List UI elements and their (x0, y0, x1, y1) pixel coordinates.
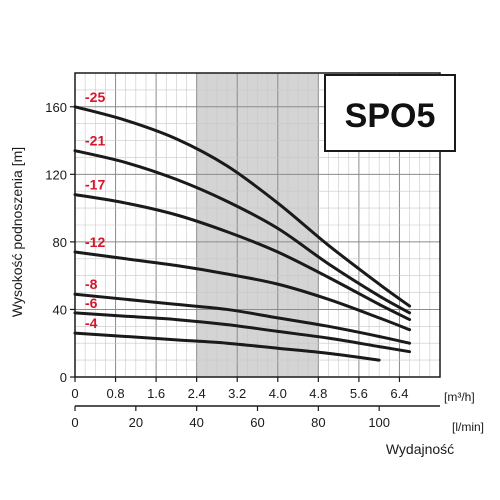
curve-label-minus-4: -4 (85, 315, 98, 331)
curve-label-minus-12: -12 (85, 234, 105, 250)
y-tick-label: 40 (53, 302, 67, 317)
y-tick-label: 120 (45, 167, 67, 182)
curve-label-minus-6: -6 (85, 295, 98, 311)
x-tick-label-primary: 5.6 (350, 386, 368, 401)
plot-frame (74, 72, 441, 378)
x-tick-label-secondary: 40 (189, 415, 203, 430)
x-tick-label-primary: 0.8 (107, 386, 125, 401)
x-unit-secondary: [l/min] (452, 420, 484, 434)
x-tick-label-primary: 4.8 (309, 386, 327, 401)
x-tick-label-secondary: 60 (250, 415, 264, 430)
x-tick-label-secondary: 0 (71, 415, 78, 430)
model-box: SPO5 (324, 74, 456, 152)
x-tick-label-primary: 1.6 (147, 386, 165, 401)
x-unit-primary: [m³/h] (444, 390, 475, 404)
model-box-frame (324, 74, 456, 152)
pump-curve-minus-8 (73, 292, 412, 345)
x-axis-title: Wydajność (386, 441, 454, 457)
pump-curve-minus-17 (73, 193, 412, 322)
x-tick-label-primary: 0 (71, 386, 78, 401)
pump-curve-minus-21 (73, 149, 412, 315)
model-label: SPO5 (345, 97, 436, 135)
x-tick-label-primary: 4.0 (269, 386, 287, 401)
curve-label-minus-25: -25 (85, 89, 105, 105)
y-tick-label: 160 (45, 100, 67, 115)
x-tick-label-primary: 3.2 (228, 386, 246, 401)
x-tick-label-primary: 2.4 (188, 386, 206, 401)
curve-label-minus-17: -17 (85, 177, 105, 193)
x-tick-label-secondary: 20 (129, 415, 143, 430)
pump-curve-minus-4 (73, 331, 381, 362)
pump-curve-minus-6 (73, 311, 412, 354)
pump-curve-minus-25 (73, 105, 412, 308)
y-tick-layer: 0 40 80 120 160 (45, 100, 75, 385)
x-tick-label-primary: 6.4 (390, 386, 408, 401)
y-axis-title: Wysokość podnoszenia [m] (9, 147, 25, 317)
curve-label-minus-21: -21 (85, 133, 105, 149)
curve-label-layer: -25 -21 -17 -12 -8 -6 -4 (85, 89, 105, 331)
curve-label-minus-8: -8 (85, 276, 98, 292)
y-tick-label: 0 (60, 370, 67, 385)
x-tick-label-secondary: 100 (368, 415, 390, 430)
x-tick-label-secondary: 80 (311, 415, 325, 430)
y-tick-label: 80 (53, 235, 67, 250)
x-tick-layer: 0 0.8 1.6 2.4 3.2 4.0 4.8 5.6 6.4 0 20 40 60 80 100 (71, 377, 440, 430)
pump-curve-minus-12 (73, 250, 412, 332)
curve-layer (73, 105, 412, 362)
